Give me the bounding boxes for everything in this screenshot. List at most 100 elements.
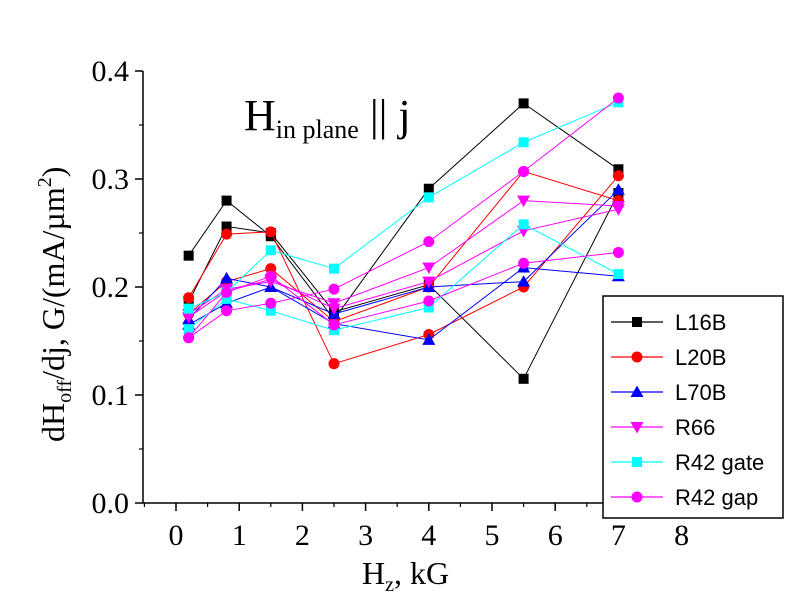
y-axis-title-sub: off <box>54 380 76 403</box>
legend-marker <box>631 491 643 503</box>
data-point <box>221 221 232 232</box>
legend-marker <box>632 457 642 467</box>
data-point <box>183 324 194 335</box>
data-point <box>265 226 277 238</box>
y-tick-label: 0.1 <box>92 379 130 412</box>
series-l20b <box>183 165 624 370</box>
legend: L16B L20B L70B R66 R42 gate R42 gap <box>602 295 784 519</box>
data-point <box>611 204 625 216</box>
data-point <box>613 164 624 175</box>
y-axis-title-a: dH <box>35 403 71 442</box>
y-axis-title-b: /dj, G/(mA/µm <box>35 187 71 380</box>
series-layer <box>182 92 625 384</box>
annotation-main: H <box>244 91 276 140</box>
legend-marker <box>632 317 642 327</box>
x-tick-label: 8 <box>674 519 689 552</box>
y-axis-title: dHoff/dj, G/(mA/µm2) <box>34 167 76 442</box>
data-point <box>183 303 194 314</box>
legend-box <box>602 295 784 519</box>
data-point <box>518 373 529 384</box>
annotation: Hin plane || j <box>244 91 411 144</box>
y-axis-title-sup: 2 <box>34 177 56 187</box>
data-point <box>221 305 233 317</box>
x-tick-label: 6 <box>548 519 563 552</box>
data-point <box>221 195 232 206</box>
legend-label: R42 gap <box>675 485 758 510</box>
series-line <box>188 267 619 341</box>
data-point <box>327 303 341 316</box>
x-tick-label: 7 <box>611 519 626 552</box>
legend-label: L70B <box>675 380 726 405</box>
data-point <box>611 183 625 195</box>
x-axis-title: Hz, kG <box>362 555 449 596</box>
data-point <box>612 92 624 104</box>
x-tick-label: 5 <box>485 519 500 552</box>
data-point <box>183 292 195 304</box>
y-tick-label: 0.4 <box>92 55 130 88</box>
data-point <box>329 263 339 274</box>
series-line <box>188 208 619 318</box>
data-point <box>518 137 529 148</box>
data-point <box>265 263 277 275</box>
data-point <box>612 170 624 182</box>
x-tick-label: 3 <box>358 519 373 552</box>
series-line <box>188 251 619 339</box>
plot-axes: 0 1 2 3 4 5 6 7 8 0.0 0.1 0.2 0.3 0.4 <box>92 55 712 552</box>
data-point <box>265 305 276 316</box>
data-point <box>265 245 276 256</box>
data-point <box>221 228 233 240</box>
data-point <box>518 219 529 230</box>
data-point <box>328 319 340 331</box>
data-point <box>265 270 277 282</box>
legend-label: R42 gate <box>675 450 764 475</box>
data-point <box>422 262 436 275</box>
data-point <box>422 276 436 289</box>
series-line <box>188 189 619 326</box>
data-point <box>423 302 434 313</box>
data-point <box>517 195 531 208</box>
legend-label: L16B <box>675 310 726 335</box>
series-line <box>188 192 619 380</box>
x-tick-label: 0 <box>169 519 184 552</box>
series-r42-gap <box>183 92 624 344</box>
data-point <box>612 246 624 258</box>
data-point <box>220 271 234 284</box>
legend-marker <box>631 351 643 363</box>
data-point <box>422 333 436 345</box>
data-point <box>423 183 434 194</box>
data-point <box>517 275 531 287</box>
data-point <box>183 250 194 261</box>
data-point <box>265 297 277 309</box>
legend-label: R66 <box>675 415 715 440</box>
series-line <box>188 170 619 323</box>
x-tick-label: 4 <box>421 519 436 552</box>
data-point <box>423 295 435 307</box>
annotation-rest: || j <box>359 91 411 140</box>
data-point <box>518 257 530 269</box>
x-tick-label: 2 <box>295 519 310 552</box>
y-tick-label: 0.3 <box>92 163 130 196</box>
series-l70b <box>182 183 625 345</box>
data-point <box>221 286 233 298</box>
data-point <box>518 165 530 177</box>
legend-label: L20B <box>675 345 726 370</box>
x-axis-title-sub: z <box>385 574 394 596</box>
data-point <box>328 283 340 295</box>
x-axis-title-rest: , kG <box>394 555 449 591</box>
legend-marker <box>630 385 644 397</box>
y-axis-title-c: ) <box>35 167 71 178</box>
x-axis-title-main: H <box>362 555 385 591</box>
data-point <box>182 312 196 324</box>
data-point <box>221 293 232 304</box>
y-tick-label: 0.2 <box>92 271 130 304</box>
y-tick-label: 0.0 <box>92 487 130 520</box>
x-tick-label: 1 <box>232 519 247 552</box>
series-line <box>188 200 619 315</box>
data-point <box>613 269 624 280</box>
data-point <box>183 332 195 344</box>
annotation-sub: in plane <box>276 115 359 144</box>
data-point <box>423 236 435 248</box>
data-point <box>518 98 529 109</box>
series-l16b <box>183 98 624 384</box>
